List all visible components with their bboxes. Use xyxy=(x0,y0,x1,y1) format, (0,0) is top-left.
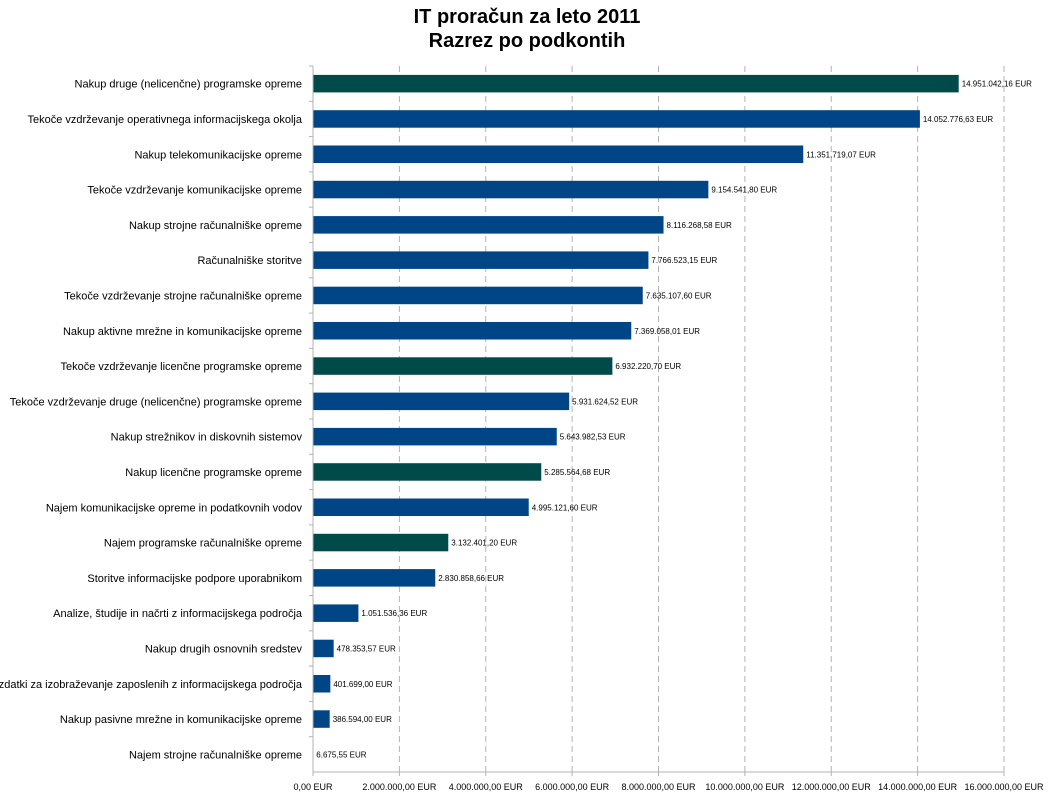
category-label: Najem programske računalniške opreme xyxy=(104,538,302,550)
bar xyxy=(313,427,557,446)
bar xyxy=(313,533,449,552)
bar xyxy=(313,286,643,305)
bar xyxy=(313,392,570,411)
category-label: Nakup strojne računalniške opreme xyxy=(129,220,302,232)
category-label: Nakup licenčne programske opreme xyxy=(125,467,302,479)
category-label: Tekoče vzdrževanje strojne računalniške … xyxy=(64,290,302,302)
data-label: 5.643.982,53 EUR xyxy=(560,433,626,442)
bar xyxy=(313,639,334,658)
x-tick-label: 0,00 EUR xyxy=(293,782,333,792)
bar xyxy=(313,569,436,587)
bar xyxy=(313,604,359,622)
x-tick-label: 4.000.000,00 EUR xyxy=(449,782,524,792)
bar xyxy=(313,675,331,693)
category-label: Nakup aktivne mrežne in komunikacijske o… xyxy=(63,326,302,338)
data-label: 478.353,57 EUR xyxy=(337,644,396,653)
category-label: Storitve informacijske podpore uporabnik… xyxy=(87,573,302,585)
category-label: Tekoče vzdrževanje komunikacijske opreme xyxy=(87,185,302,197)
bar xyxy=(313,463,542,481)
category-label: Računalniške storitve xyxy=(197,255,302,267)
bar xyxy=(313,216,664,234)
data-label: 3.132.401,20 EUR xyxy=(451,539,517,548)
data-label: 8.116.268,58 EUR xyxy=(667,221,732,230)
x-tick-label: 2.000.000,00 EUR xyxy=(362,782,437,792)
bar xyxy=(313,74,959,93)
data-label: 7.635.107,60 EUR xyxy=(646,291,712,300)
category-label: Nakup druge (nelicenčne) programske opre… xyxy=(75,79,302,91)
data-label: 7.369.058,01 EUR xyxy=(634,327,700,336)
chart-subtitle: Razrez po podkontih xyxy=(428,30,626,52)
category-label: Nakup strežnikov in diskovnih sistemov xyxy=(111,432,303,444)
data-label: 1.051.536,36 EUR xyxy=(361,609,427,618)
category-label: Tekoče vzdrževanje druge (nelicenčne) pr… xyxy=(10,396,302,408)
category-label: Najem komunikacijske opreme in podatkovn… xyxy=(46,502,303,514)
data-label: 7.766.523,15 EUR xyxy=(651,256,717,265)
data-label: 386.594,00 EUR xyxy=(333,715,392,724)
category-label: Nakup drugih osnovnih sredstev xyxy=(145,643,303,655)
x-tick-label: 8.000.000,00 EUR xyxy=(621,782,696,792)
category-label: Nakup telekomunikacijske opreme xyxy=(134,149,302,161)
bar xyxy=(313,145,804,163)
bar xyxy=(313,322,632,340)
category-label: Tekoče vzdrževanje licenčne programske o… xyxy=(60,361,302,373)
x-tick-label: 14.000.000,00 EUR xyxy=(878,782,958,792)
data-label: 14.951.042,16 EUR xyxy=(962,80,1032,89)
category-label: Izdatki za izobraževanje zaposlenih z in… xyxy=(0,679,303,691)
data-label: 5.285.564,68 EUR xyxy=(544,468,610,477)
data-label: 4.995.121,60 EUR xyxy=(532,503,598,512)
data-label: 5.931.624,52 EUR xyxy=(572,397,638,406)
x-tick-label: 12.000.000,00 EUR xyxy=(792,782,872,792)
data-label: 6.675,55 EUR xyxy=(316,750,366,759)
chart-title: IT proračun za leto 2011 xyxy=(413,6,641,28)
category-label: Analize, študije in načrti z informacijs… xyxy=(53,608,303,620)
x-tick-label: 10.000.000,00 EUR xyxy=(705,782,785,792)
category-label: Nakup pasivne mrežne in komunikacijske o… xyxy=(60,714,302,726)
bar xyxy=(313,498,529,516)
x-tick-label: 6.000.000,00 EUR xyxy=(535,782,610,792)
data-label: 11.351.719,07 EUR xyxy=(806,150,876,159)
category-label: Najem strojne računalniške opreme xyxy=(129,749,302,761)
x-tick-label: 16.000.000,00 EUR xyxy=(964,782,1044,792)
data-label: 14.052.776,63 EUR xyxy=(923,115,993,124)
bar xyxy=(313,180,709,199)
data-label: 6.932.220,70 EUR xyxy=(615,362,681,371)
bar xyxy=(313,357,613,375)
bar xyxy=(313,251,649,269)
bar xyxy=(313,110,920,128)
data-label: 2.830.858,66 EUR xyxy=(438,574,504,583)
bar xyxy=(313,710,330,728)
data-label: 9.154.541,80 EUR xyxy=(711,186,777,195)
category-label: Tekoče vzdrževanje operativnega informac… xyxy=(27,114,302,126)
data-label: 401.699,00 EUR xyxy=(333,680,392,689)
